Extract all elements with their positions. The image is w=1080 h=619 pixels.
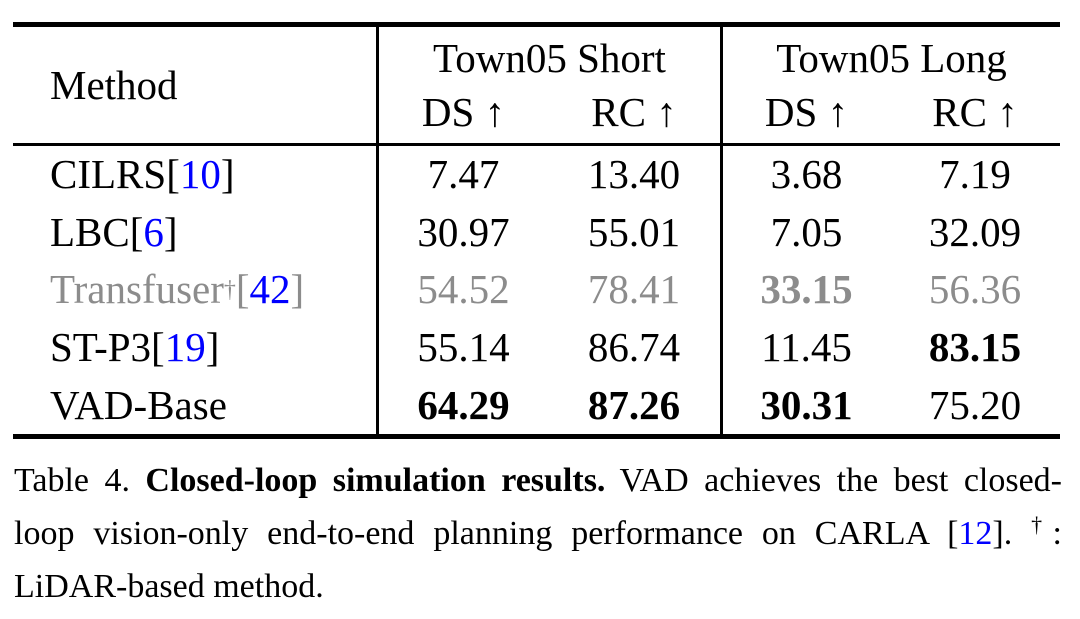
cite-bracket-close: ] — [163, 208, 178, 255]
subheader-rc-short: RC ↑ — [591, 88, 677, 135]
citation-link[interactable]: 42 — [249, 266, 291, 313]
cell-cilrs-rc-short: 13.40 — [587, 151, 681, 198]
method-cell-stp3: ST-P3 [19] — [13, 319, 376, 377]
method-cell-cilrs: CILRS [10] — [13, 146, 376, 204]
method-name: VAD-Base — [50, 381, 227, 428]
cell-vad-ds-long: 30.31 — [720, 376, 890, 434]
method-name: ST-P3 — [50, 324, 152, 371]
caption-body: ]. — [992, 515, 1013, 552]
citation-link[interactable]: 10 — [179, 151, 221, 198]
group-header-town05-short: Town05 Short — [376, 27, 720, 81]
method-cell-vad-base: VAD-Base — [13, 376, 376, 434]
cell-transfuser-rc-long: 56.36 — [928, 266, 1022, 313]
cell-cilrs-rc-long: 7.19 — [939, 151, 1011, 198]
cite-bracket-close: ] — [205, 324, 220, 371]
citation-link[interactable]: 6 — [143, 208, 164, 255]
cite-bracket-close: ] — [220, 151, 235, 198]
results-table: Method Town05 Short Town05 Long DS ↑ RC … — [13, 22, 1060, 439]
method-name: LBC — [50, 208, 130, 255]
method-name: CILRS — [50, 151, 167, 198]
subheader-ds-long: DS ↑ — [720, 81, 890, 143]
subheader-ds-short: DS ↑ — [376, 81, 548, 143]
cell-vad-rc-short: 87.26 — [587, 381, 681, 428]
cell-stp3-ds-short: 55.14 — [376, 318, 548, 377]
cite-bracket-open: [ — [151, 324, 165, 371]
method-cell-transfuser: Transfuser † [42] — [50, 266, 305, 313]
caption-label: Table 4. — [14, 462, 130, 499]
caption-title: Closed-loop simulation results. — [145, 462, 606, 499]
caption-body: VAD achieves the best closed-loop vision… — [14, 462, 1062, 552]
cell-cilrs-ds-long: 3.68 — [720, 146, 890, 204]
column-header-method: Method — [50, 61, 178, 108]
cell-stp3-rc-short: 86.74 — [587, 324, 681, 371]
cell-vad-ds-short: 64.29 — [376, 376, 548, 434]
caption-body: : LiDAR-based method. — [14, 515, 1062, 605]
cell-transfuser-ds-long: 33.15 — [720, 261, 890, 319]
cell-transfuser-rc-short: 78.41 — [587, 266, 681, 313]
dagger-superscript: † — [1031, 512, 1053, 537]
cell-lbc-rc-long: 32.09 — [928, 208, 1022, 255]
cite-bracket-close: ] — [290, 266, 305, 313]
header-rule — [13, 143, 1060, 146]
cite-bracket-open: [ — [235, 266, 250, 313]
cell-lbc-ds-short: 30.97 — [376, 203, 548, 262]
cell-vad-rc-long: 75.20 — [928, 381, 1022, 428]
cell-lbc-ds-long: 7.05 — [720, 203, 890, 262]
cell-cilrs-ds-short: 7.47 — [376, 146, 548, 204]
cell-lbc-rc-short: 55.01 — [587, 208, 681, 255]
group-header-town05-long: Town05 Long — [720, 27, 1060, 81]
cell-stp3-rc-long: 83.15 — [928, 324, 1022, 371]
cite-bracket-open: [ — [166, 151, 180, 198]
citation-link[interactable]: 12 — [958, 515, 993, 552]
citation-link[interactable]: 19 — [164, 324, 206, 371]
subheader-rc-long: RC ↑ — [932, 88, 1018, 135]
method-cell-lbc: LBC [6] — [13, 204, 376, 262]
cell-stp3-ds-long: 11.45 — [720, 318, 890, 377]
table-caption: Table 4. Closed-loop simulation results.… — [14, 454, 1062, 613]
cell-transfuser-ds-short: 54.52 — [376, 261, 548, 319]
cite-bracket-open: [ — [129, 208, 144, 255]
method-name: Transfuser — [50, 266, 224, 313]
